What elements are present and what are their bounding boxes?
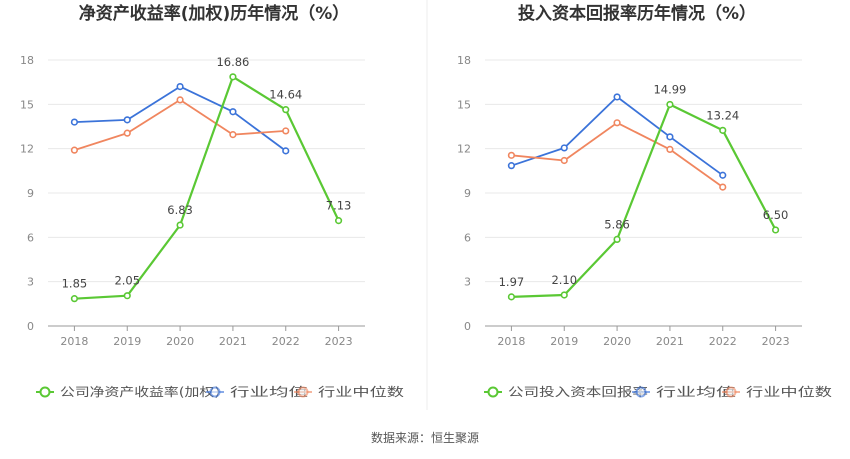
series-line bbox=[74, 99, 286, 151]
data-point bbox=[229, 108, 237, 116]
data-point bbox=[229, 73, 237, 81]
data-point bbox=[507, 162, 516, 170]
data-label: 2.05 bbox=[114, 274, 140, 288]
y-tick-label: 3 bbox=[27, 276, 34, 289]
legend-label: 行业中位数 bbox=[746, 384, 832, 399]
y-tick-label: 0 bbox=[27, 320, 34, 333]
y-tick-label: 3 bbox=[464, 276, 471, 289]
legend-swatch-marker bbox=[39, 386, 51, 398]
legend-item[interactable]: 公司投入资本回报率 bbox=[484, 384, 648, 399]
y-tick-label: 18 bbox=[457, 54, 471, 67]
x-tick-label: 2023 bbox=[325, 335, 353, 348]
data-point bbox=[282, 106, 290, 114]
x-tick-label: 2020 bbox=[166, 335, 194, 348]
data-label: 1.85 bbox=[62, 277, 88, 291]
data-point bbox=[282, 127, 290, 135]
x-tick-label: 2018 bbox=[60, 335, 88, 348]
y-tick-label: 18 bbox=[20, 54, 34, 67]
data-label: 13.24 bbox=[706, 108, 739, 122]
data-point bbox=[282, 147, 290, 155]
data-label: 5.86 bbox=[604, 217, 630, 231]
series-line bbox=[511, 103, 777, 298]
y-tick-label: 6 bbox=[27, 231, 34, 244]
data-point bbox=[176, 82, 184, 91]
data-label: 14.99 bbox=[653, 82, 686, 96]
data-point bbox=[613, 93, 621, 101]
data-point bbox=[666, 145, 674, 154]
data-point bbox=[666, 133, 674, 141]
legend-label: 行业中位数 bbox=[318, 384, 404, 399]
data-point bbox=[70, 118, 79, 126]
legend-label: 公司净资产收益率(加权) bbox=[60, 384, 220, 399]
legend-item[interactable]: 行业均值 bbox=[206, 384, 308, 399]
data-point bbox=[123, 116, 131, 124]
data-label: 16.86 bbox=[216, 55, 249, 69]
data-label: 6.83 bbox=[167, 203, 193, 217]
legend-swatch-marker bbox=[209, 386, 221, 398]
x-tick-label: 2020 bbox=[603, 335, 631, 348]
y-tick-label: 15 bbox=[20, 98, 34, 111]
data-point bbox=[229, 131, 237, 139]
data-point bbox=[176, 96, 184, 104]
legend-item[interactable]: 行业中位数 bbox=[722, 384, 832, 399]
data-point bbox=[613, 119, 621, 127]
x-tick-label: 2023 bbox=[762, 335, 790, 348]
data-point bbox=[771, 226, 780, 234]
data-point bbox=[507, 293, 516, 301]
x-tick-label: 2021 bbox=[219, 335, 247, 348]
x-tick-label: 2019 bbox=[550, 335, 578, 348]
data-point bbox=[334, 217, 343, 225]
legend-item[interactable]: 公司净资产收益率(加权) bbox=[36, 384, 220, 399]
data-point bbox=[70, 146, 79, 154]
data-label: 14.64 bbox=[269, 88, 302, 102]
legend-item[interactable]: 行业中位数 bbox=[294, 384, 404, 399]
legend-swatch-marker bbox=[725, 386, 737, 398]
y-tick-label: 12 bbox=[457, 143, 471, 156]
data-source-note: 数据来源：恒生聚源 bbox=[371, 430, 479, 445]
x-tick-label: 2022 bbox=[709, 335, 737, 348]
data-point bbox=[123, 129, 131, 137]
data-point bbox=[507, 151, 516, 159]
y-tick-label: 12 bbox=[20, 143, 34, 156]
data-point bbox=[560, 144, 568, 152]
data-point bbox=[176, 221, 184, 229]
series-line bbox=[74, 85, 287, 152]
y-tick-label: 6 bbox=[464, 231, 471, 244]
chart-title: 投入资本回报率历年情况（%） bbox=[518, 3, 756, 24]
data-point bbox=[719, 126, 727, 134]
legend-swatch-marker bbox=[635, 386, 647, 398]
chart-title: 净资产收益率(加权)历年情况（%） bbox=[79, 3, 350, 24]
legend-item[interactable]: 行业均值 bbox=[632, 384, 736, 399]
series-line bbox=[74, 75, 340, 300]
data-point bbox=[123, 292, 131, 300]
x-tick-label: 2022 bbox=[272, 335, 300, 348]
roic-chart: 投入资本回报率历年情况（%） 0 3 6 9 12 15 18 2018 2019 2020 2021… bbox=[457, 3, 832, 399]
legend-swatch-marker bbox=[487, 386, 499, 398]
legend-label: 行业均值 bbox=[230, 384, 308, 399]
data-point bbox=[560, 291, 568, 299]
legend-label: 行业均值 bbox=[656, 384, 736, 399]
data-point bbox=[613, 235, 621, 244]
y-tick-label: 15 bbox=[457, 98, 471, 111]
data-label: 7.13 bbox=[326, 199, 352, 213]
data-point bbox=[666, 100, 674, 109]
y-tick-label: 9 bbox=[27, 187, 34, 200]
x-tick-label: 2018 bbox=[497, 335, 525, 348]
data-point bbox=[70, 295, 79, 303]
data-label: 2.10 bbox=[551, 273, 577, 287]
y-tick-label: 9 bbox=[464, 187, 471, 200]
data-label: 1.97 bbox=[499, 275, 525, 289]
data-point bbox=[719, 171, 727, 179]
data-point bbox=[719, 183, 727, 191]
y-tick-label: 0 bbox=[464, 320, 471, 333]
legend-swatch-marker bbox=[297, 386, 309, 398]
data-label: 6.50 bbox=[763, 208, 789, 222]
data-point bbox=[560, 156, 568, 165]
x-tick-label: 2019 bbox=[113, 335, 141, 348]
x-tick-label: 2021 bbox=[656, 335, 684, 348]
legend-label: 公司投入资本回报率 bbox=[508, 384, 648, 399]
roe-chart: 净资产收益率(加权)历年情况（%） 0 3 6 9 12 15 18 2018 2019 2020 2… bbox=[20, 3, 404, 399]
